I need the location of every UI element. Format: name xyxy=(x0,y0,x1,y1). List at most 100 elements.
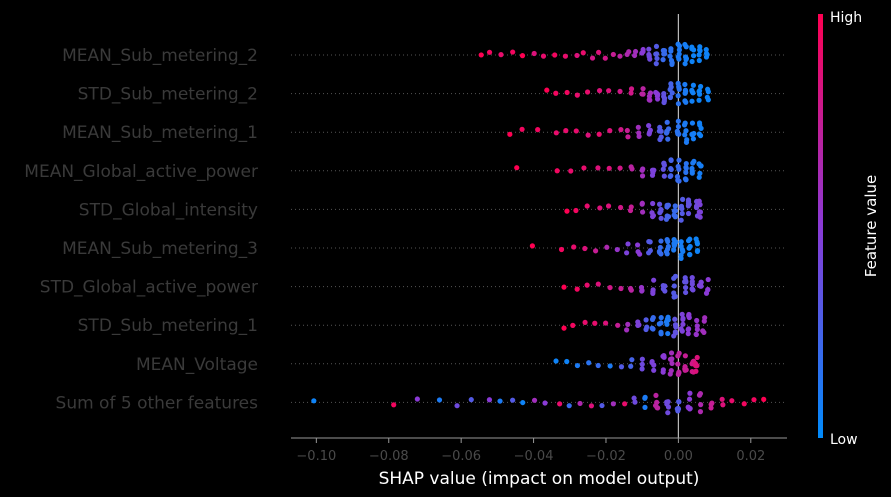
shap-point xyxy=(640,209,646,215)
shap-point xyxy=(624,327,630,333)
shap-point xyxy=(683,128,689,134)
shap-point xyxy=(673,324,679,330)
shap-point xyxy=(625,134,631,140)
shap-point xyxy=(624,51,630,58)
shap-point xyxy=(643,317,649,323)
shap-point xyxy=(683,88,689,95)
shap-point xyxy=(693,331,699,338)
shap-point xyxy=(311,398,317,404)
shap-point xyxy=(651,367,657,373)
shap-point xyxy=(497,398,503,404)
shap-point xyxy=(664,202,670,208)
shap-point xyxy=(705,89,711,95)
shap-point xyxy=(697,209,704,215)
shap-point xyxy=(689,275,695,281)
colorbar-high-label: High xyxy=(830,10,862,26)
shap-point xyxy=(751,397,757,403)
shap-point xyxy=(639,173,646,179)
shap-point xyxy=(584,282,590,288)
shap-point xyxy=(671,247,677,253)
shap-point xyxy=(678,203,685,209)
shap-point xyxy=(675,93,681,99)
shap-point xyxy=(653,89,659,96)
shap-point xyxy=(761,396,767,402)
shap-point xyxy=(668,350,675,356)
shap-point xyxy=(635,124,641,130)
shap-point xyxy=(631,52,638,59)
shap-point xyxy=(661,91,667,97)
shap-point xyxy=(646,122,652,129)
shap-point xyxy=(685,210,692,217)
shap-point xyxy=(629,166,635,172)
shap-point xyxy=(606,88,612,94)
shap-point xyxy=(658,215,664,221)
shap-point xyxy=(660,353,666,359)
shap-point xyxy=(694,354,700,361)
shap-point xyxy=(510,397,516,403)
feature-label: Sum of 5 other features xyxy=(56,393,259,413)
shap-point xyxy=(571,244,577,250)
shap-point xyxy=(486,397,493,403)
shap-point xyxy=(653,43,660,50)
shap-point xyxy=(642,394,648,400)
shap-point xyxy=(582,245,588,252)
shap-point xyxy=(658,320,664,326)
shap-point xyxy=(596,131,602,137)
shap-point xyxy=(454,403,460,409)
shap-point xyxy=(602,55,608,61)
shap-point xyxy=(519,53,526,59)
feature-label: STD_Global_active_power xyxy=(40,278,258,298)
shap-point xyxy=(629,357,635,363)
shap-point xyxy=(697,47,703,53)
shap-point xyxy=(687,251,693,258)
feature-labels: MEAN_Sub_metering_2 STD_Sub_metering_2 MEA… xyxy=(24,46,258,413)
shap-point xyxy=(639,356,645,362)
shap-point xyxy=(651,167,657,173)
shap-point xyxy=(596,49,602,55)
shap-point xyxy=(703,47,709,53)
shap-point xyxy=(558,246,565,253)
shap-point xyxy=(697,392,703,398)
shap-point xyxy=(562,53,569,59)
shap-point xyxy=(544,87,550,93)
shap-point xyxy=(654,51,660,57)
shap-point xyxy=(646,97,652,103)
shap-point xyxy=(657,244,663,251)
shap-point xyxy=(697,409,704,415)
shap-point xyxy=(696,174,702,180)
shap-point xyxy=(690,136,697,142)
shap-point xyxy=(617,165,623,171)
shap-point xyxy=(705,276,711,283)
shap-point xyxy=(657,210,663,216)
shap-point xyxy=(584,203,590,209)
shap-point xyxy=(605,203,612,209)
shap-point xyxy=(698,283,704,289)
shap-point xyxy=(585,132,591,138)
feature-label: MEAN_Sub_metering_2 xyxy=(62,46,258,66)
shap-point xyxy=(573,207,579,214)
shap-point xyxy=(690,82,697,88)
shap-point xyxy=(675,123,682,130)
shap-point xyxy=(696,57,702,64)
shap-points xyxy=(311,41,767,416)
shap-point xyxy=(691,158,697,164)
shap-point xyxy=(668,157,674,164)
shap-point xyxy=(606,165,612,171)
shap-point xyxy=(540,53,547,59)
shap-point xyxy=(685,331,691,337)
shap-point xyxy=(684,137,690,143)
shap-point xyxy=(671,242,678,248)
shap-point xyxy=(618,285,624,292)
shap-point xyxy=(720,402,726,408)
feature-label: MEAN_Sub_metering_1 xyxy=(62,123,258,143)
shap-point xyxy=(580,50,586,56)
shap-point xyxy=(610,51,616,58)
shap-point xyxy=(640,86,646,92)
shap-point xyxy=(592,320,598,326)
shap-point xyxy=(741,401,747,407)
shap-point xyxy=(675,118,681,124)
shap-point xyxy=(664,246,671,252)
shap-point xyxy=(683,289,689,296)
shap-point xyxy=(624,127,630,134)
shap-point xyxy=(595,165,601,171)
